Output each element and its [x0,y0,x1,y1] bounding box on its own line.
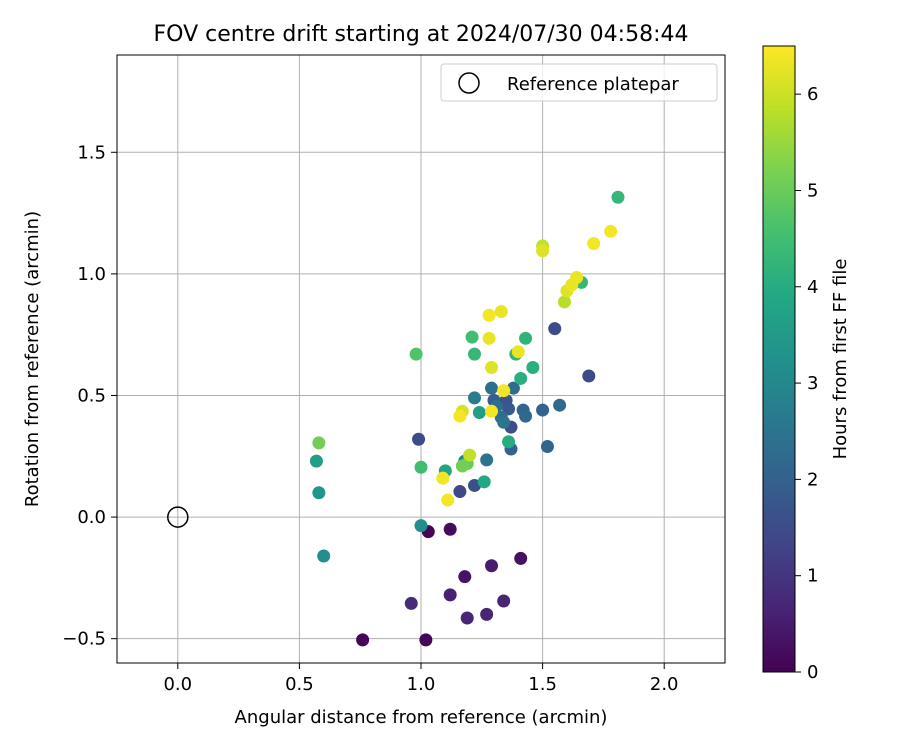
data-point [468,391,482,405]
data-point [414,519,428,533]
data-point [482,331,496,345]
legend: Reference platepar [440,63,718,102]
data-point [506,381,520,395]
colorbar-tick-label: 3 [807,373,818,394]
data-point [414,460,428,474]
reference-platepar-marker [167,506,189,528]
colorbar-tick-label: 2 [807,469,818,490]
data-point [472,406,486,420]
data-point [443,588,457,602]
data-point [485,381,499,395]
y-tick-label: 1.0 [77,264,106,285]
y-tick-label: 0.5 [77,385,106,406]
data-point [570,271,584,285]
colorbar-tick-label: 6 [807,84,818,105]
data-point [485,559,499,573]
y-tick-label: 1.5 [77,142,106,163]
data-point [468,347,482,361]
data-point [453,485,467,499]
data-point [548,322,562,336]
legend-open-circle-marker [458,72,480,94]
data-point [480,607,494,621]
data-point [553,398,567,412]
x-tick-label: 1.0 [407,674,436,695]
data-point [453,409,467,423]
data-point [587,236,601,250]
data-points [309,190,625,647]
x-axis-label: Angular distance from reference (arcmin) [235,707,608,728]
data-point [536,244,550,258]
data-point [582,369,596,383]
data-point [458,570,472,584]
data-point [497,415,511,429]
data-point [441,493,455,507]
legend-label-reference: Reference platepar [507,74,679,95]
x-tick-label: 0.0 [163,674,192,695]
data-point [477,475,491,489]
x-tick-label: 1.5 [528,674,557,695]
chart-title: FOV centre drift starting at 2024/07/30 … [154,22,689,47]
data-point [502,435,516,449]
colorbar-label: Hours from first FF file [830,259,851,460]
colorbar: 0 1 2 3 4 5 6 Hours from first FF file [762,45,851,683]
y-axis-label: Rotation from reference (arcmin) [22,211,43,507]
colorbar-tick-label: 5 [807,180,818,201]
data-point [465,330,479,344]
data-point [480,453,494,467]
data-point [519,331,533,345]
data-point [557,295,571,309]
colorbar-tick-label: 1 [807,566,818,587]
colorbar-tick-label: 4 [807,277,818,298]
data-point [312,436,326,450]
data-point [309,454,323,468]
grid-lines [117,55,725,663]
data-point [497,384,511,398]
data-point [494,305,508,319]
data-point [514,551,528,565]
data-point [536,403,550,417]
data-point [519,409,533,423]
colorbar-tick-label: 0 [807,662,818,683]
data-point [356,633,370,647]
data-point [404,596,418,610]
y-tick-label: 0.0 [77,507,106,528]
data-point [419,633,433,647]
data-point [312,486,326,500]
colorbar-ticks: 0 1 2 3 4 5 6 [795,84,818,683]
data-point [412,432,426,446]
data-point [443,522,457,536]
data-point [497,594,511,608]
data-point [409,347,423,361]
data-point [540,440,554,454]
colorbar-gradient [762,45,796,673]
x-axis-ticks: 0.0 0.5 1.0 1.5 2.0 [163,663,679,695]
x-tick-label: 0.5 [285,674,314,695]
data-point [485,404,499,418]
data-point [526,361,540,375]
data-point [463,448,477,462]
x-tick-label: 2.0 [650,674,679,695]
data-point [317,549,331,563]
data-point [511,345,525,359]
data-point [502,402,516,416]
data-point [455,459,469,473]
y-tick-label: −0.5 [62,629,106,650]
data-point [482,308,496,322]
data-point [436,471,450,485]
data-point [604,224,618,238]
reference-marker [167,506,189,528]
data-point [611,190,625,204]
data-point [460,611,474,625]
legend-box [440,63,718,102]
data-point [485,361,499,375]
y-axis-ticks: −0.5 0.0 0.5 1.0 1.5 [62,142,117,650]
data-point [514,371,528,385]
